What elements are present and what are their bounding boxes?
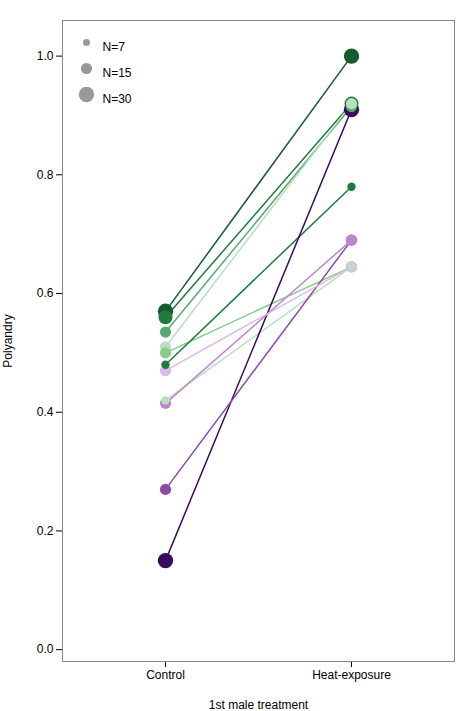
svg-text:0.6: 0.6 — [37, 286, 54, 300]
svg-text:Heat-exposure: Heat-exposure — [312, 668, 391, 682]
svg-text:N=7: N=7 — [103, 40, 126, 54]
svg-text:Control: Control — [146, 668, 185, 682]
svg-text:0.0: 0.0 — [37, 642, 54, 656]
svg-text:0.4: 0.4 — [37, 405, 54, 419]
svg-text:Polyandry: Polyandry — [1, 314, 15, 367]
svg-text:N=15: N=15 — [103, 66, 132, 80]
svg-text:N=30: N=30 — [103, 92, 132, 106]
svg-text:0.2: 0.2 — [37, 524, 54, 538]
svg-text:1st male treatment: 1st male treatment — [209, 698, 309, 711]
svg-text:1.0: 1.0 — [37, 49, 54, 63]
svg-text:0.8: 0.8 — [37, 168, 54, 182]
